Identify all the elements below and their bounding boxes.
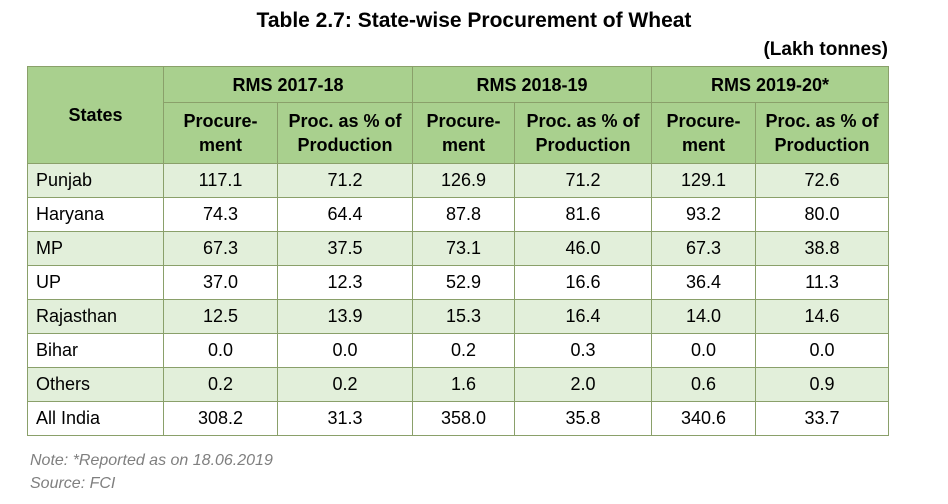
table-row: Haryana 74.3 64.4 87.8 81.6 93.2 80.0 xyxy=(27,197,890,232)
group-header-2017-18: RMS 2017-18 xyxy=(163,66,413,103)
value-cell: 1.6 xyxy=(412,367,515,402)
value-cell: 52.9 xyxy=(412,265,515,300)
procurement-table: States RMS 2017-18 RMS 2018-19 RMS 2019-… xyxy=(27,66,890,436)
value-cell: 129.1 xyxy=(651,163,756,198)
value-cell: 0.2 xyxy=(277,367,413,402)
value-cell: 0.0 xyxy=(754,333,890,368)
table-row: MP 67.3 37.5 73.1 46.0 67.3 38.8 xyxy=(27,231,890,266)
table-row: All India 308.2 31.3 358.0 35.8 340.6 33… xyxy=(27,401,890,436)
value-cell: 340.6 xyxy=(651,401,756,436)
percent-header-label: Proc. as % of Production xyxy=(526,111,640,155)
value-cell: 11.3 xyxy=(754,265,890,300)
table-row: Bihar 0.0 0.0 0.2 0.3 0.0 0.0 xyxy=(27,333,890,368)
value-cell: 71.2 xyxy=(514,163,652,198)
state-cell: Haryana xyxy=(27,197,164,232)
table-row: Punjab 117.1 71.2 126.9 71.2 129.1 72.6 xyxy=(27,163,890,198)
value-cell: 72.6 xyxy=(754,163,890,198)
percent-header-label: Proc. as % of Production xyxy=(765,111,879,155)
value-cell: 73.1 xyxy=(412,231,515,266)
state-cell: Bihar xyxy=(27,333,164,368)
value-cell: 35.8 xyxy=(514,401,652,436)
table-notes: Note: *Reported as on 18.06.2019 Source:… xyxy=(30,449,273,495)
value-cell: 37.5 xyxy=(277,231,413,266)
value-cell: 12.3 xyxy=(277,265,413,300)
value-cell: 0.9 xyxy=(754,367,890,402)
value-cell: 0.3 xyxy=(514,333,652,368)
value-cell: 0.0 xyxy=(163,333,278,368)
header-sub-row: Procure- ment Proc. as % of Production P… xyxy=(28,102,890,164)
value-cell: 14.0 xyxy=(651,299,756,334)
procurement-header: Procure- ment xyxy=(412,102,515,164)
value-cell: 14.6 xyxy=(754,299,890,334)
value-cell: 0.0 xyxy=(277,333,413,368)
value-cell: 46.0 xyxy=(514,231,652,266)
value-cell: 33.7 xyxy=(754,401,890,436)
note-text: Note: *Reported as on 18.06.2019 xyxy=(30,452,273,469)
value-cell: 2.0 xyxy=(514,367,652,402)
value-cell: 67.3 xyxy=(651,231,756,266)
state-cell: All India xyxy=(27,401,164,436)
percent-header: Proc. as % of Production xyxy=(514,102,652,164)
table-title: Table 2.7: State-wise Procurement of Whe… xyxy=(256,9,692,32)
value-cell: 64.4 xyxy=(277,197,413,232)
value-cell: 0.2 xyxy=(163,367,278,402)
value-cell: 67.3 xyxy=(163,231,278,266)
group-header-2018-19: RMS 2018-19 xyxy=(412,66,652,103)
procurement-header-label: Procure- ment xyxy=(183,111,258,155)
source-text: Source: FCI xyxy=(30,475,116,492)
state-cell: UP xyxy=(27,265,164,300)
value-cell: 74.3 xyxy=(163,197,278,232)
header-group-row: States RMS 2017-18 RMS 2018-19 RMS 2019-… xyxy=(27,66,890,164)
value-cell: 126.9 xyxy=(412,163,515,198)
procurement-header-label: Procure- ment xyxy=(426,111,501,155)
procurement-header: Procure- ment xyxy=(163,102,278,164)
value-cell: 87.8 xyxy=(412,197,515,232)
value-cell: 0.6 xyxy=(651,367,756,402)
value-cell: 12.5 xyxy=(163,299,278,334)
value-cell: 38.8 xyxy=(754,231,890,266)
value-cell: 81.6 xyxy=(514,197,652,232)
value-cell: 117.1 xyxy=(163,163,278,198)
table-row: Others 0.2 0.2 1.6 2.0 0.6 0.9 xyxy=(27,367,890,402)
value-cell: 15.3 xyxy=(412,299,515,334)
value-cell: 0.0 xyxy=(651,333,756,368)
value-cell: 71.2 xyxy=(277,163,413,198)
table-row: Rajasthan 12.5 13.9 15.3 16.4 14.0 14.6 xyxy=(27,299,890,334)
value-cell: 358.0 xyxy=(412,401,515,436)
states-header: States xyxy=(27,66,164,164)
value-cell: 16.6 xyxy=(514,265,652,300)
value-cell: 93.2 xyxy=(651,197,756,232)
value-cell: 37.0 xyxy=(163,265,278,300)
state-cell: Punjab xyxy=(27,163,164,198)
value-cell: 36.4 xyxy=(651,265,756,300)
value-cell: 31.3 xyxy=(277,401,413,436)
state-cell: MP xyxy=(27,231,164,266)
group-header-2019-20: RMS 2019-20* xyxy=(650,66,890,103)
table-row: UP 37.0 12.3 52.9 16.6 36.4 11.3 xyxy=(27,265,890,300)
state-cell: Others xyxy=(27,367,164,402)
value-cell: 16.4 xyxy=(514,299,652,334)
percent-header: Proc. as % of Production xyxy=(754,102,890,164)
percent-header-label: Proc. as % of Production xyxy=(288,111,402,155)
percent-header: Proc. as % of Production xyxy=(277,102,413,164)
value-cell: 308.2 xyxy=(163,401,278,436)
value-cell: 80.0 xyxy=(754,197,890,232)
procurement-header: Procure- ment xyxy=(651,102,756,164)
value-cell: 13.9 xyxy=(277,299,413,334)
state-cell: Rajasthan xyxy=(27,299,164,334)
procurement-header-label: Procure- ment xyxy=(666,111,741,155)
unit-label: (Lakh tonnes) xyxy=(763,39,888,60)
value-cell: 0.2 xyxy=(412,333,515,368)
